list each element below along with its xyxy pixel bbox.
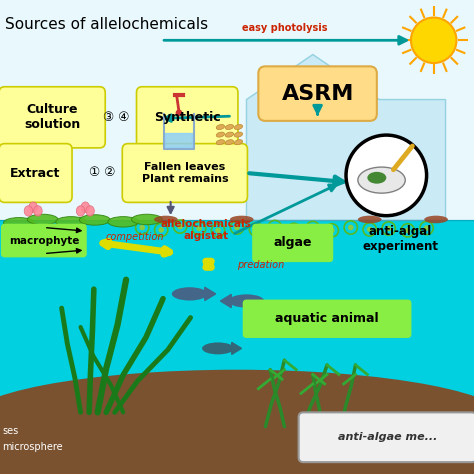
Text: allelochemicals
algistat: allelochemicals algistat <box>161 219 252 241</box>
Circle shape <box>405 228 410 233</box>
Circle shape <box>272 224 278 230</box>
Polygon shape <box>220 294 231 308</box>
Circle shape <box>348 225 354 230</box>
Ellipse shape <box>358 216 382 223</box>
Polygon shape <box>232 342 242 355</box>
FancyBboxPatch shape <box>243 300 411 338</box>
Ellipse shape <box>80 215 110 225</box>
Text: ASRM: ASRM <box>282 83 354 104</box>
Text: Extract: Extract <box>10 166 61 180</box>
FancyBboxPatch shape <box>122 144 247 202</box>
Polygon shape <box>205 287 216 301</box>
Ellipse shape <box>234 132 243 137</box>
Text: Synthetic: Synthetic <box>154 111 220 124</box>
Ellipse shape <box>230 216 254 223</box>
Circle shape <box>346 135 427 216</box>
Ellipse shape <box>154 216 178 223</box>
FancyBboxPatch shape <box>258 66 377 121</box>
FancyBboxPatch shape <box>0 144 72 202</box>
Ellipse shape <box>202 342 234 355</box>
Bar <box>0 220 474 436</box>
Text: easy photolysis: easy photolysis <box>242 23 327 33</box>
Text: aquatic animal: aquatic animal <box>275 312 379 325</box>
Bar <box>0 422 474 474</box>
Circle shape <box>367 227 373 232</box>
Ellipse shape <box>55 217 86 227</box>
Text: competition: competition <box>106 232 164 242</box>
Ellipse shape <box>24 206 33 216</box>
Ellipse shape <box>216 140 225 145</box>
Circle shape <box>411 18 456 63</box>
Polygon shape <box>246 55 446 220</box>
FancyBboxPatch shape <box>252 224 333 262</box>
Polygon shape <box>165 133 192 147</box>
Ellipse shape <box>358 167 405 193</box>
Ellipse shape <box>228 294 264 308</box>
Text: anti-algae me...: anti-algae me... <box>338 432 438 442</box>
Ellipse shape <box>234 125 243 129</box>
Text: microsphere: microsphere <box>2 441 63 452</box>
Text: predation: predation <box>237 260 284 271</box>
Ellipse shape <box>225 132 234 137</box>
Ellipse shape <box>225 125 234 129</box>
Text: Sources of allelochemicals: Sources of allelochemicals <box>5 17 208 32</box>
Ellipse shape <box>81 202 90 212</box>
Circle shape <box>310 225 316 231</box>
Ellipse shape <box>216 125 225 129</box>
Text: ① ②: ① ② <box>89 165 115 179</box>
Circle shape <box>158 227 164 233</box>
Circle shape <box>253 227 259 232</box>
Ellipse shape <box>367 172 386 184</box>
Circle shape <box>215 228 221 233</box>
Circle shape <box>386 226 392 231</box>
Ellipse shape <box>3 218 34 228</box>
Ellipse shape <box>172 287 208 301</box>
Text: algae: algae <box>273 237 312 249</box>
Text: Culture
solution: Culture solution <box>24 103 80 131</box>
Text: macrophyte: macrophyte <box>9 236 79 246</box>
Circle shape <box>177 224 183 229</box>
Ellipse shape <box>0 370 474 474</box>
Text: Fallen leaves
Plant remains: Fallen leaves Plant remains <box>142 162 228 184</box>
FancyBboxPatch shape <box>137 87 238 148</box>
Ellipse shape <box>234 140 243 145</box>
Text: anti-algal
experiment: anti-algal experiment <box>363 225 438 253</box>
Circle shape <box>196 226 202 231</box>
FancyBboxPatch shape <box>1 224 87 257</box>
Ellipse shape <box>225 140 234 145</box>
Ellipse shape <box>34 206 42 216</box>
Text: ses: ses <box>2 426 18 437</box>
Ellipse shape <box>27 214 58 225</box>
Ellipse shape <box>86 206 94 216</box>
Ellipse shape <box>216 132 225 137</box>
FancyBboxPatch shape <box>0 87 105 148</box>
FancyBboxPatch shape <box>299 412 474 462</box>
Ellipse shape <box>108 217 138 227</box>
Ellipse shape <box>76 206 85 216</box>
Circle shape <box>329 228 335 233</box>
Circle shape <box>234 225 240 230</box>
Ellipse shape <box>131 214 162 225</box>
Text: ③ ④: ③ ④ <box>103 110 129 124</box>
Circle shape <box>291 227 297 233</box>
Bar <box>0 0 474 220</box>
Circle shape <box>139 225 145 230</box>
Circle shape <box>175 109 182 116</box>
Ellipse shape <box>29 202 37 212</box>
Ellipse shape <box>424 216 448 223</box>
Circle shape <box>424 225 429 231</box>
